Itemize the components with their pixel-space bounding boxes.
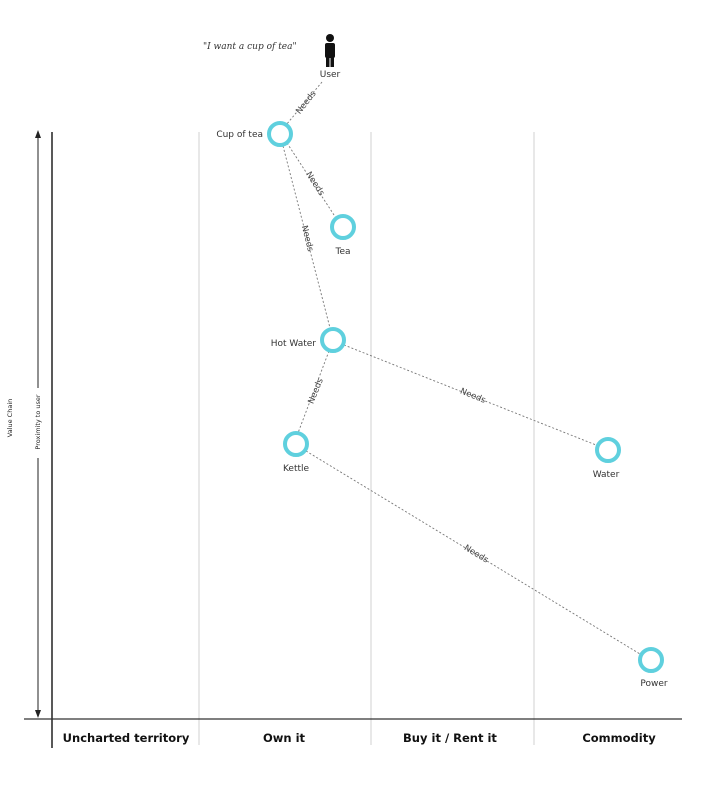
column-label-uncharted: Uncharted territory	[63, 731, 190, 745]
node-label: Hot Water	[271, 339, 317, 349]
node-label: Cup of tea	[216, 130, 263, 140]
edge-label: Needs	[307, 377, 326, 406]
arrow-down-icon	[35, 710, 41, 718]
edge-kettle-power	[305, 450, 641, 655]
node-label: Tea	[334, 247, 350, 257]
node-label: Kettle	[283, 464, 310, 474]
node-cup-of-tea[interactable]	[267, 121, 293, 147]
edge-label: Needs	[294, 89, 319, 117]
edge-cup-tea	[286, 142, 337, 219]
edge-cup-hotwater	[282, 145, 331, 329]
node-hot-water[interactable]	[320, 327, 346, 353]
edge-label: Needs	[299, 224, 315, 253]
edge-label: Needs	[303, 170, 326, 198]
user-label: User	[320, 70, 341, 80]
edge-hotwater-water	[343, 344, 597, 446]
edge-hotwater-kettle	[297, 350, 330, 434]
node-power[interactable]	[638, 647, 664, 673]
edge-label: Needs	[459, 387, 488, 406]
value-chain-label: Value Chain	[6, 399, 14, 437]
column-label-own-it: Own it	[263, 731, 306, 745]
edge-user-cup	[285, 81, 323, 126]
column-label-buy-it: Buy it / Rent it	[403, 731, 497, 745]
node-label: Water	[593, 470, 620, 480]
node-tea[interactable]	[330, 214, 356, 240]
node-kettle[interactable]	[283, 431, 309, 457]
node-water[interactable]	[595, 437, 621, 463]
edges	[282, 81, 641, 655]
node-label: Power	[640, 679, 668, 689]
proximity-label: Proximity to user	[34, 394, 42, 449]
arrow-up-icon	[35, 130, 41, 138]
user-quote: "I want a cup of tea"	[203, 42, 297, 52]
edge-label: Needs	[462, 543, 490, 566]
user-icon	[325, 34, 335, 67]
column-label-commodity: Commodity	[582, 731, 656, 745]
